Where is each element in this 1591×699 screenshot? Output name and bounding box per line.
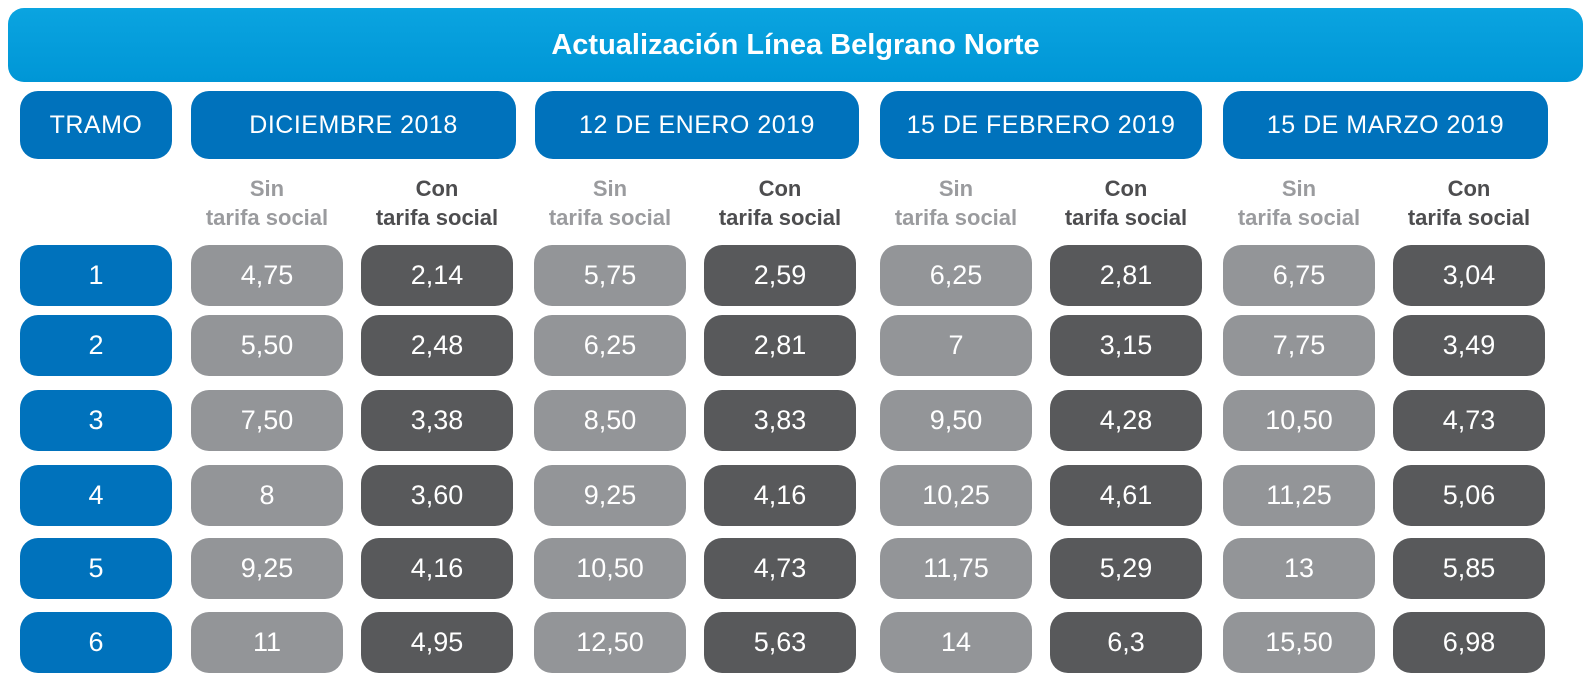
fare-con-cell: 4,16: [361, 538, 513, 599]
tramo-cell: 3: [20, 390, 172, 451]
con-tarifa-label-line2: tarifa social: [1064, 205, 1188, 230]
sin-tarifa-label: Sin tarifa social: [182, 174, 352, 232]
fare-con-cell: 4,28: [1050, 390, 1202, 451]
sin-tarifa-label-line2: tarifa social: [1237, 205, 1361, 230]
fare-con-cell: 2,81: [704, 315, 856, 376]
period-header: 15 DE MARZO 2019: [1223, 91, 1548, 159]
sin-tarifa-label-line2: tarifa social: [205, 205, 329, 230]
fare-con-cell: 3,04: [1393, 245, 1545, 306]
sin-tarifa-label-line2: tarifa social: [894, 205, 1018, 230]
con-tarifa-label-line1: Con: [1104, 176, 1148, 201]
period-header: 12 DE ENERO 2019: [535, 91, 859, 159]
fare-con-cell: 5,06: [1393, 465, 1545, 526]
tramo-header: TRAMO: [20, 91, 172, 159]
sin-tarifa-label-line1: Sin: [1281, 176, 1317, 201]
fare-con-cell: 3,15: [1050, 315, 1202, 376]
con-tarifa-label-line2: tarifa social: [375, 205, 499, 230]
fare-sin-cell: 7: [880, 315, 1032, 376]
fare-sin-cell: 6,25: [534, 315, 686, 376]
con-tarifa-label: Con tarifa social: [695, 174, 865, 232]
con-tarifa-label: Con tarifa social: [352, 174, 522, 232]
sin-tarifa-label: Sin tarifa social: [525, 174, 695, 232]
fare-con-cell: 2,81: [1050, 245, 1202, 306]
fare-con-cell: 3,38: [361, 390, 513, 451]
fare-con-cell: 6,98: [1393, 612, 1545, 673]
fare-sin-cell: 9,50: [880, 390, 1032, 451]
con-tarifa-label: Con tarifa social: [1384, 174, 1554, 232]
fare-con-cell: 6,3: [1050, 612, 1202, 673]
sin-tarifa-label: Sin tarifa social: [871, 174, 1041, 232]
fare-sin-cell: 6,25: [880, 245, 1032, 306]
fare-sin-cell: 8,50: [534, 390, 686, 451]
fare-sin-cell: 11: [191, 612, 343, 673]
fare-sin-cell: 15,50: [1223, 612, 1375, 673]
con-tarifa-label-line1: Con: [758, 176, 802, 201]
tramo-cell: 1: [20, 245, 172, 306]
fare-sin-cell: 12,50: [534, 612, 686, 673]
fare-con-cell: 5,29: [1050, 538, 1202, 599]
fare-con-cell: 2,48: [361, 315, 513, 376]
fare-con-cell: 4,16: [704, 465, 856, 526]
fare-sin-cell: 10,50: [534, 538, 686, 599]
con-tarifa-label-line1: Con: [1447, 176, 1491, 201]
fare-con-cell: 2,14: [361, 245, 513, 306]
fare-sin-cell: 11,25: [1223, 465, 1375, 526]
fare-sin-cell: 9,25: [191, 538, 343, 599]
fare-con-cell: 2,59: [704, 245, 856, 306]
tramo-cell: 5: [20, 538, 172, 599]
sin-tarifa-label-line1: Sin: [592, 176, 628, 201]
sin-tarifa-label-line2: tarifa social: [548, 205, 672, 230]
fare-sin-cell: 5,75: [534, 245, 686, 306]
fare-sin-cell: 11,75: [880, 538, 1032, 599]
period-header: DICIEMBRE 2018: [191, 91, 516, 159]
con-tarifa-label-line1: Con: [415, 176, 459, 201]
fare-con-cell: 5,85: [1393, 538, 1545, 599]
table-title: Actualización Línea Belgrano Norte: [8, 8, 1583, 82]
fare-sin-cell: 14: [880, 612, 1032, 673]
fare-sin-cell: 7,50: [191, 390, 343, 451]
fare-sin-cell: 6,75: [1223, 245, 1375, 306]
fare-con-cell: 4,73: [704, 538, 856, 599]
fare-sin-cell: 7,75: [1223, 315, 1375, 376]
con-tarifa-label-line2: tarifa social: [718, 205, 842, 230]
con-tarifa-label: Con tarifa social: [1041, 174, 1211, 232]
con-tarifa-label-line2: tarifa social: [1407, 205, 1531, 230]
sin-tarifa-label-line1: Sin: [249, 176, 285, 201]
period-header: 15 DE FEBRERO 2019: [880, 91, 1202, 159]
fare-sin-cell: 8: [191, 465, 343, 526]
fare-con-cell: 3,49: [1393, 315, 1545, 376]
tramo-cell: 2: [20, 315, 172, 376]
fare-sin-cell: 13: [1223, 538, 1375, 599]
fare-con-cell: 4,73: [1393, 390, 1545, 451]
sin-tarifa-label-line1: Sin: [938, 176, 974, 201]
fare-sin-cell: 10,50: [1223, 390, 1375, 451]
fare-sin-cell: 9,25: [534, 465, 686, 526]
fare-sin-cell: 4,75: [191, 245, 343, 306]
fare-con-cell: 3,83: [704, 390, 856, 451]
tramo-cell: 4: [20, 465, 172, 526]
fare-con-cell: 4,61: [1050, 465, 1202, 526]
fare-con-cell: 4,95: [361, 612, 513, 673]
fare-sin-cell: 10,25: [880, 465, 1032, 526]
sin-tarifa-label: Sin tarifa social: [1214, 174, 1384, 232]
tramo-cell: 6: [20, 612, 172, 673]
fare-sin-cell: 5,50: [191, 315, 343, 376]
fare-con-cell: 3,60: [361, 465, 513, 526]
fare-con-cell: 5,63: [704, 612, 856, 673]
